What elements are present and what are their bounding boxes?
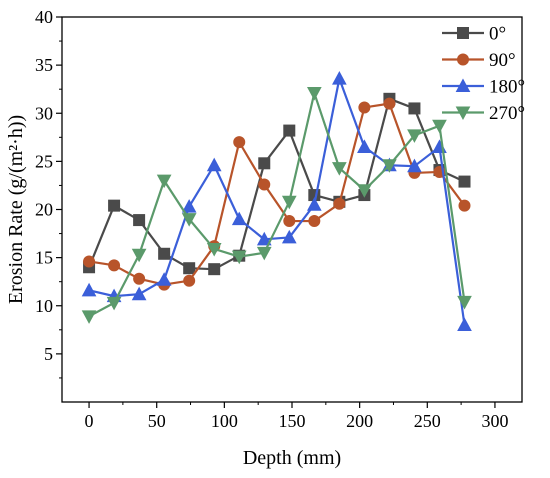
data-point: [332, 71, 347, 85]
data-point: [458, 199, 471, 212]
legend-entry: 270°: [442, 103, 525, 124]
legend-entry: 90°: [442, 50, 516, 71]
data-point: [183, 262, 196, 275]
series-3: [81, 71, 472, 331]
data-point: [108, 199, 121, 212]
data-point: [383, 97, 396, 110]
legend-marker: [457, 53, 469, 66]
axis-layer: 0 50 100 150 200 250 300 5 10 15 20 25 30 35 40 Depth (…: [5, 7, 508, 469]
data-point: [306, 87, 322, 101]
legend-entry: 180°: [442, 77, 525, 98]
data-point: [283, 215, 296, 228]
x-axis-title: Depth (mm): [243, 447, 341, 469]
series-line: [88, 91, 466, 318]
data-point: [181, 199, 197, 213]
plot-frame: [61, 16, 523, 403]
legend-marker: [455, 106, 471, 121]
y-tick-label: 20: [35, 200, 53, 220]
data-point: [158, 247, 171, 260]
data-point: [382, 159, 397, 173]
x-tick-label: 300: [481, 411, 508, 431]
data-point: [183, 274, 196, 287]
y-tick-label: 10: [35, 296, 53, 316]
data-point: [332, 162, 347, 176]
x-tick-label: 100: [211, 411, 238, 431]
series-2: [83, 97, 471, 291]
series-layer: [81, 71, 472, 331]
series-line: [88, 77, 466, 326]
data-point: [281, 195, 297, 210]
data-point: [231, 250, 247, 265]
series-line: [88, 102, 466, 286]
data-point: [281, 229, 297, 244]
y-tick-label: 5: [44, 344, 53, 364]
y-tick-label: 30: [35, 103, 53, 123]
data-point: [81, 282, 97, 297]
data-point: [256, 231, 272, 246]
series-line: [88, 97, 465, 271]
data-point: [106, 296, 122, 311]
data-point: [458, 175, 471, 188]
legend-marker: [457, 27, 469, 39]
data-point: [457, 295, 472, 310]
y-tick-label: 35: [35, 55, 53, 75]
series-4: [81, 87, 472, 324]
data-point: [408, 102, 421, 115]
data-point: [258, 178, 271, 191]
data-point: [283, 124, 296, 137]
x-tick-label: 200: [346, 411, 373, 431]
data-point: [108, 259, 121, 272]
x-tick-label: 150: [279, 411, 306, 431]
data-point: [181, 213, 197, 227]
data-point: [156, 272, 172, 286]
x-tick-label: 0: [85, 411, 94, 431]
data-point: [156, 174, 172, 189]
data-point: [133, 214, 146, 227]
data-point: [81, 310, 97, 324]
y-axis-title: Erosion Rate (g/(m²·h)): [5, 115, 27, 304]
data-point: [83, 255, 96, 268]
data-point: [258, 157, 271, 170]
data-point: [206, 157, 222, 172]
data-point: [357, 184, 372, 198]
legend: 0° 90° 180° 270°: [442, 24, 525, 124]
y-tick-label: 25: [35, 151, 53, 171]
legend-label: 0°: [489, 24, 506, 45]
x-tick-label: 50: [148, 411, 166, 431]
legend-label: 90°: [489, 50, 516, 71]
y-tick-label: 40: [35, 7, 53, 27]
data-point: [206, 242, 222, 257]
legend-label: 270°: [489, 103, 525, 124]
data-point: [131, 248, 147, 263]
data-point: [457, 317, 472, 331]
data-point: [358, 101, 371, 114]
data-point: [133, 272, 146, 285]
data-point: [131, 286, 147, 301]
legend-marker: [455, 78, 471, 92]
data-point: [231, 211, 247, 226]
data-point: [256, 246, 272, 261]
data-point: [407, 129, 422, 143]
data-point: [306, 197, 322, 211]
data-point: [407, 158, 422, 173]
legend-label: 180°: [489, 77, 525, 98]
data-point: [333, 197, 346, 210]
data-point: [308, 215, 321, 228]
data-point: [233, 136, 246, 149]
data-point: [432, 119, 447, 134]
legend-entry: 0°: [442, 24, 506, 45]
data-point: [208, 263, 221, 276]
y-tick-label: 15: [35, 248, 53, 268]
data-point: [357, 139, 372, 153]
plot-area-border: [61, 16, 523, 403]
x-tick-label: 250: [414, 411, 441, 431]
